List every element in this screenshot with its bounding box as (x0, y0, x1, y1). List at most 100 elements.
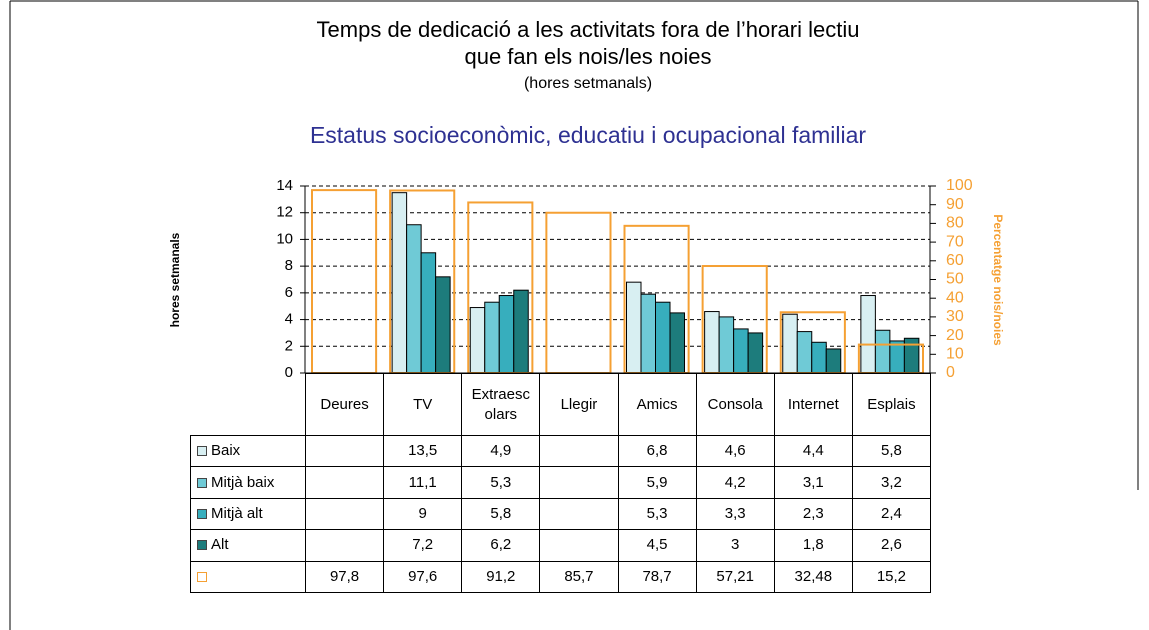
value-cell: 2,3 (773, 497, 853, 531)
value-cell: 85,7 (539, 560, 619, 593)
legend-cell (190, 560, 306, 593)
value-cell: 1,8 (773, 529, 853, 562)
bar (391, 192, 408, 374)
y2-tick-label: 100 (946, 177, 973, 194)
bar (782, 313, 798, 374)
category-cell: Extraescolars (461, 373, 541, 436)
percent-bar (311, 189, 378, 374)
chart-subtitle: (hores setmanals) (524, 75, 652, 92)
value-cell: 32,48 (773, 560, 853, 593)
category-cell: Deures (305, 373, 385, 436)
value-cell (305, 497, 385, 531)
bar (860, 295, 876, 374)
bar (655, 301, 671, 374)
bar (903, 337, 920, 374)
chart-heading: Estatus socioeconòmic, educatiu i ocupac… (310, 122, 866, 148)
bar (484, 301, 500, 374)
bar (513, 289, 529, 374)
bar (796, 331, 813, 374)
legend-swatch (197, 540, 207, 551)
value-cell: 5,3 (617, 497, 697, 531)
value-cell: 3,3 (695, 497, 775, 531)
y-tick-label: 14 (276, 177, 293, 194)
legend-swatch (197, 571, 207, 582)
value-cell: 4,4 (773, 435, 853, 468)
y2-tick-label: 10 (946, 346, 964, 363)
y-tick-label: 12 (276, 204, 293, 221)
value-cell: 5,9 (617, 466, 697, 499)
bar (874, 329, 891, 374)
value-cell: 5,3 (461, 466, 541, 499)
value-cell: 5,8 (461, 497, 541, 531)
value-cell (305, 466, 385, 499)
bar (747, 332, 764, 374)
bar (626, 281, 642, 374)
value-cell: 78,7 (617, 560, 697, 593)
bar (889, 340, 905, 374)
y-axis-label: hores setmanals (168, 232, 182, 327)
value-cell: 4,5 (617, 529, 697, 562)
value-cell: 3,1 (773, 466, 853, 499)
category-cell: Consola (695, 373, 775, 436)
bar (825, 348, 842, 374)
chart-title: Temps de dedicació a les activitats fora… (317, 17, 860, 42)
bar (733, 328, 749, 374)
value-cell: 97,6 (383, 560, 463, 593)
value-cell: 15,2 (851, 560, 931, 593)
y2-axis-label: Percentatge nois/noies (991, 214, 1005, 346)
value-cell: 2,6 (851, 529, 931, 562)
y2-tick-label: 40 (946, 289, 964, 306)
value-cell: 91,2 (461, 560, 541, 593)
value-cell: 13,5 (383, 435, 463, 468)
y2-tick-label: 80 (946, 215, 964, 232)
y-tick-label: 10 (276, 230, 293, 247)
bar (718, 316, 735, 374)
value-cell: 97,8 (305, 560, 385, 593)
y-tick-label: 0 (285, 364, 293, 381)
category-cell: Esplais (851, 373, 931, 436)
value-cell: 4,6 (695, 435, 775, 468)
category-cell: Amics (617, 373, 697, 436)
value-cell (305, 435, 385, 468)
value-cell (539, 497, 619, 531)
legend-label: Alt (211, 536, 229, 554)
legend-label: Mitjà baix (211, 473, 275, 491)
bar (498, 295, 515, 374)
value-cell: 9 (383, 497, 463, 531)
y2-tick-label: 50 (946, 271, 964, 288)
bar (420, 252, 437, 374)
bar (811, 341, 827, 374)
category-cell: TV (383, 373, 463, 436)
value-cell: 3 (695, 529, 775, 562)
value-cell (539, 529, 619, 562)
chart-title: que fan els nois/les noies (464, 44, 711, 69)
value-cell (539, 466, 619, 499)
legend-cell: Alt (190, 529, 306, 562)
y2-tick-label: 90 (946, 196, 964, 213)
y2-tick-label: 30 (946, 308, 964, 325)
y2-tick-label: 70 (946, 233, 964, 250)
category-cell: Llegir (539, 373, 619, 436)
value-cell: 6,2 (461, 529, 541, 562)
bar (406, 224, 422, 374)
bar (469, 307, 486, 374)
y-tick-label: 8 (285, 257, 293, 274)
y-tick-label: 6 (285, 284, 293, 301)
value-cell: 4,2 (695, 466, 775, 499)
legend-cell: Mitjà alt (190, 497, 306, 531)
value-cell (539, 435, 619, 468)
legend-label: Baix (211, 442, 241, 460)
value-cell: 7,2 (383, 529, 463, 562)
bar (435, 276, 451, 374)
value-cell: 4,9 (461, 435, 541, 468)
bar (669, 312, 685, 374)
y-tick-label: 2 (285, 337, 293, 354)
legend-cell: Mitjà baix (190, 466, 306, 499)
value-cell: 6,8 (617, 435, 697, 468)
value-cell: 2,4 (851, 497, 931, 531)
y2-tick-label: 0 (946, 364, 955, 381)
value-cell: 11,1 (383, 466, 463, 499)
value-cell (305, 529, 385, 562)
legend-label: Mitjà alt (211, 504, 263, 522)
